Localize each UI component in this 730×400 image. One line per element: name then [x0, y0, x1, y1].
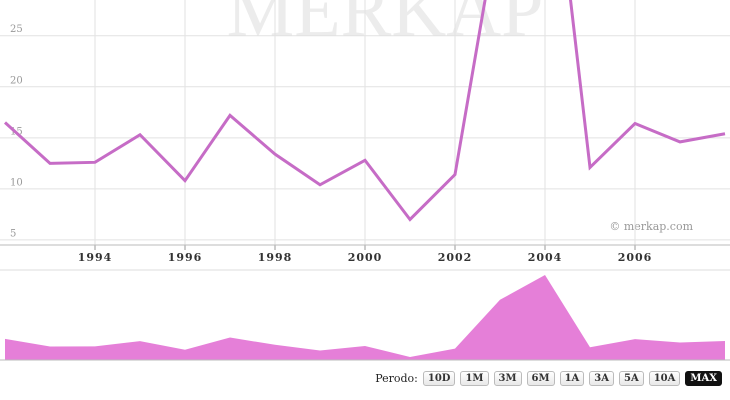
line [3, 0, 726, 222]
watermark: MERKAP [227, 0, 544, 52]
period-label: Perodo: [375, 372, 418, 385]
y-tick-label: 10 [10, 177, 23, 188]
x-tick-label: 2004 [528, 251, 563, 264]
range-button[interactable]: 1M [460, 371, 489, 386]
x-tick-label: 1998 [258, 251, 293, 264]
range-button[interactable]: 10D [422, 371, 456, 386]
y-tick-label: 25 [10, 24, 23, 35]
range-button[interactable]: 6M [526, 371, 555, 386]
navigator-area [5, 275, 725, 360]
x-tick-label: 2006 [618, 251, 653, 264]
x-tick-label: 2002 [438, 251, 473, 264]
y-tick-label: 20 [10, 75, 23, 86]
range-button[interactable]: MAX [685, 371, 722, 386]
x-tick-label: 1994 [78, 251, 113, 264]
x-tick-label: 1996 [168, 251, 203, 264]
y-tick-label: 5 [10, 228, 16, 239]
range-button[interactable]: 10A [648, 371, 681, 386]
copyright: © merkap.com [609, 220, 693, 233]
x-tick-label: 2000 [348, 251, 383, 264]
range-button[interactable]: 1A [559, 371, 585, 386]
range-button[interactable]: 3A [589, 371, 614, 386]
range-button[interactable]: 5A [619, 371, 644, 386]
range-selector: Perodo: 10D 1M 3M 6M 1A 3A 5A 10A MAX [375, 371, 722, 386]
range-button[interactable]: 3M [493, 371, 522, 386]
